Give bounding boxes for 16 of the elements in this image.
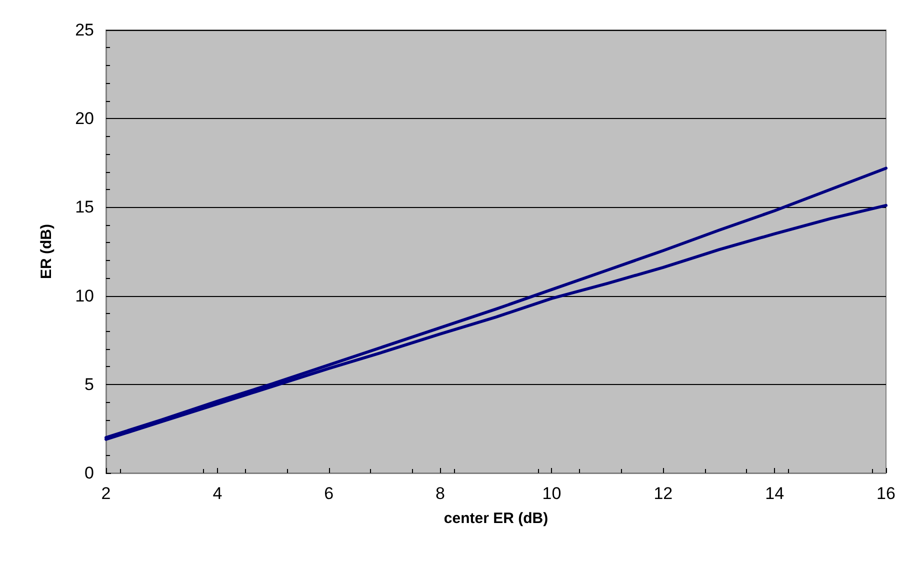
x-tick-label: 14 (765, 484, 784, 503)
x-tick-label: 16 (876, 484, 896, 503)
x-tick-label: 10 (542, 484, 562, 503)
x-tick-label: 2 (101, 484, 111, 503)
y-tick-label: 25 (75, 20, 94, 40)
y-axis-title: ER (dB) (38, 224, 55, 279)
x-axis-title: center ER (dB) (444, 510, 548, 527)
y-tick-label: 15 (75, 198, 94, 217)
x-tick-label: 6 (324, 484, 334, 503)
y-tick-label: 5 (84, 374, 94, 394)
y-tick-label: 0 (84, 464, 94, 482)
x-tick-label: 12 (654, 484, 673, 503)
x-tick-label: 4 (212, 484, 222, 503)
y-tick-label: 10 (75, 286, 94, 306)
x-tick-label: 8 (436, 484, 446, 503)
y-tick-label: 20 (75, 109, 94, 128)
